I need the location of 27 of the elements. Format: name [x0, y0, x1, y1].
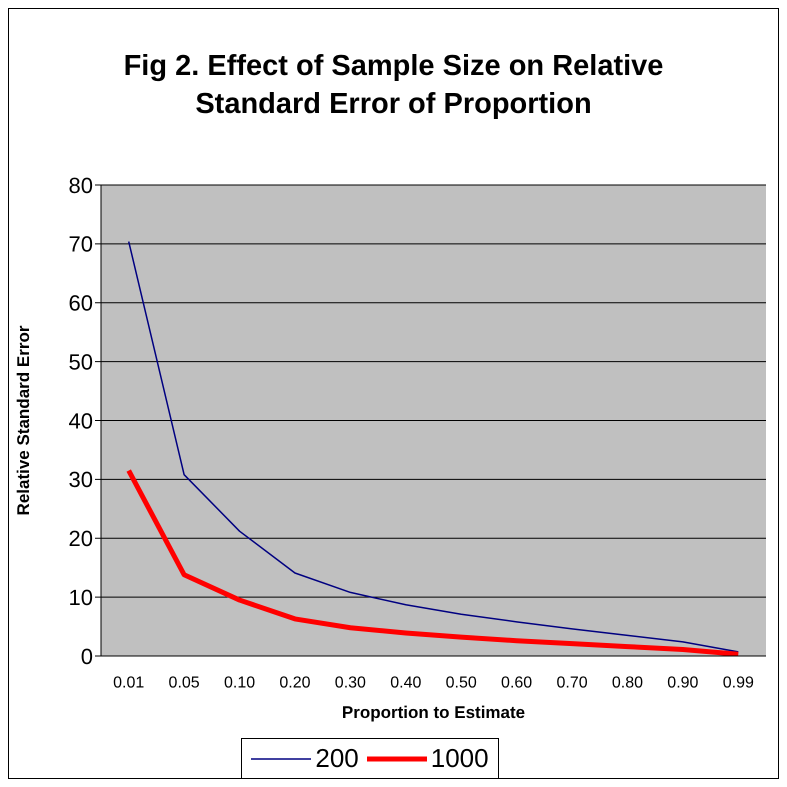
y-tick-label: 60 [68, 290, 93, 316]
line-series [128, 240, 740, 653]
y-tick-label: 50 [68, 349, 93, 374]
y-tick-label: 30 [68, 467, 93, 492]
y-tick-label: 40 [68, 408, 93, 434]
x-tick-label: 0.70 [556, 674, 588, 692]
x-tick-label: 0.20 [279, 674, 311, 692]
x-tick-label: 0.40 [390, 674, 422, 692]
legend-label: 200 [315, 743, 359, 774]
y-axis-title: Relative Standard Error [14, 325, 34, 516]
y-tick-label: 70 [68, 232, 93, 257]
y-tick-label: 10 [68, 584, 93, 610]
y-tick-label: 80 [68, 172, 93, 198]
chart-title: Fig 2. Effect of Sample Size on Relative Standard Error of Proportion [122, 49, 664, 122]
x-tick-label: 0.90 [667, 674, 699, 692]
x-tick-label: 0.50 [446, 674, 477, 692]
y-tick-label: 20 [68, 526, 93, 552]
x-tick-label: 0.80 [612, 674, 644, 692]
x-axis-title: Proportion to Estimate [342, 703, 526, 722]
legend-label: 1000 [430, 743, 489, 774]
x-tick-label: 0.60 [501, 674, 532, 692]
x-tick-label: 0.01 [113, 674, 144, 692]
x-tick-label: 0.99 [722, 674, 754, 692]
x-tick-label: 0.10 [224, 674, 256, 692]
x-tick-label: 0.30 [334, 674, 366, 692]
x-tick-label: 0.05 [168, 674, 200, 692]
y-tick-label: 0 [80, 644, 93, 669]
